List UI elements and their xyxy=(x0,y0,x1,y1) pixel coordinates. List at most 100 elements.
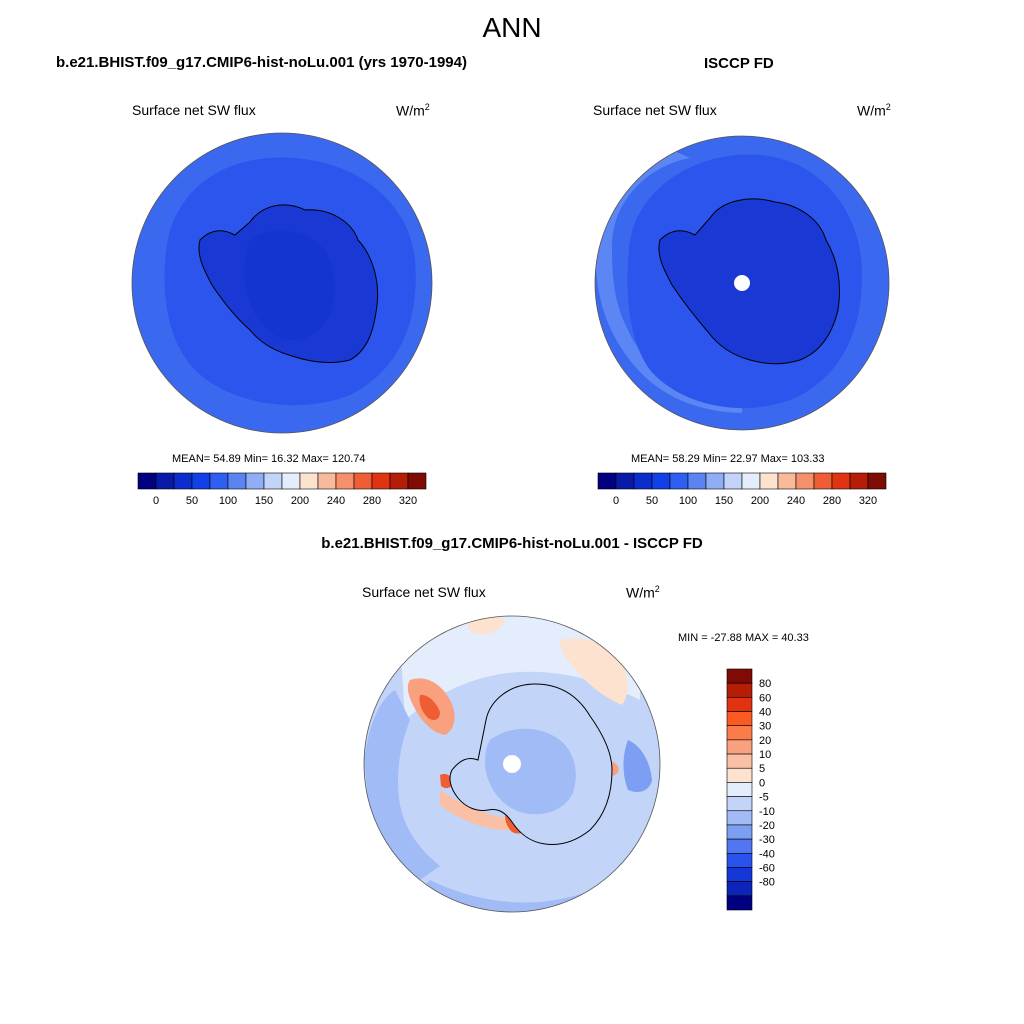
colorbar-swatch xyxy=(191,472,211,490)
colorbar-swatch xyxy=(317,472,337,490)
colorbar-tick-label: 20 xyxy=(759,735,771,747)
main-title: ANN xyxy=(482,12,542,43)
colorbar-swatch xyxy=(741,472,761,490)
obs-colorbar: 0 50 100 150 200 240 280 320 xyxy=(597,472,887,507)
colorbar-swatch xyxy=(726,682,753,698)
colorbar-swatch xyxy=(795,472,815,490)
colorbar-tick-label: -5 xyxy=(759,792,769,804)
colorbar-swatch xyxy=(726,796,753,812)
colorbar-swatch xyxy=(726,824,753,840)
colorbar-swatch xyxy=(726,739,753,755)
colorbar-swatch xyxy=(813,472,833,490)
colorbar-tick-label: 0 xyxy=(613,495,619,507)
colorbar-swatch xyxy=(633,472,653,490)
colorbar-swatch xyxy=(726,852,753,868)
colorbar-tick-label: -10 xyxy=(759,806,775,818)
colorbar-swatch xyxy=(726,753,753,769)
colorbar-swatch xyxy=(726,881,753,897)
colorbar-swatch xyxy=(726,767,753,783)
colorbar-tick-label: 320 xyxy=(859,495,877,507)
colorbar-tick-label: 5 xyxy=(759,763,765,775)
colorbar-swatch xyxy=(726,895,753,911)
colorbar-swatch xyxy=(245,472,265,490)
colorbar-tick-label: 10 xyxy=(759,749,771,761)
model-map xyxy=(132,133,432,433)
colorbar-tick-label: 150 xyxy=(255,495,273,507)
colorbar-swatch xyxy=(831,472,851,490)
colorbar-tick-label: -30 xyxy=(759,834,775,846)
colorbar-swatch xyxy=(726,711,753,727)
model-stats: MEAN= 54.89 Min= 16.32 Max= 120.74 xyxy=(172,453,366,465)
diff-panel-title: b.e21.BHIST.f09_g17.CMIP6-hist-noLu.001 … xyxy=(321,535,703,552)
colorbar-swatch xyxy=(726,810,753,826)
colorbar-tick-label: 50 xyxy=(186,495,198,507)
colorbar-tick-label: 200 xyxy=(751,495,769,507)
colorbar-swatch xyxy=(669,472,689,490)
colorbar-swatch xyxy=(299,472,319,490)
colorbar-swatch xyxy=(726,668,753,684)
colorbar-swatch xyxy=(263,472,283,490)
colorbar-tick-label: 80 xyxy=(759,678,771,690)
diff-units-label: W/m2 xyxy=(626,584,660,601)
model-colorbar: 0 50 100 150 200 240 280 320 xyxy=(137,472,427,507)
obs-stats: MEAN= 58.29 Min= 22.97 Max= 103.33 xyxy=(631,453,825,465)
colorbar-swatch xyxy=(777,472,797,490)
model-panel-title: b.e21.BHIST.f09_g17.CMIP6-hist-noLu.001 … xyxy=(56,54,467,71)
colorbar-tick-label: 240 xyxy=(787,495,805,507)
colorbar-tick-label: 0 xyxy=(153,495,159,507)
colorbar-tick-label: 280 xyxy=(823,495,841,507)
colorbar-swatch xyxy=(687,472,707,490)
colorbar-swatch xyxy=(597,472,617,490)
diff-pole-hole xyxy=(503,755,521,773)
colorbar-tick-label: -60 xyxy=(759,862,775,874)
colorbar-swatch xyxy=(155,472,175,490)
colorbar-tick-label: 40 xyxy=(759,707,771,719)
obs-panel-title: ISCCP FD xyxy=(704,55,774,72)
colorbar-swatch xyxy=(335,472,355,490)
obs-pole-hole xyxy=(734,275,750,291)
colorbar-tick-label: 240 xyxy=(327,495,345,507)
colorbar-swatch xyxy=(353,472,373,490)
colorbar-tick-label: 100 xyxy=(219,495,237,507)
colorbar-tick-label: 100 xyxy=(679,495,697,507)
obs-variable-label: Surface net SW flux xyxy=(593,102,717,118)
colorbar-swatch xyxy=(849,472,869,490)
colorbar-tick-label: 30 xyxy=(759,721,771,733)
colorbar-swatch xyxy=(651,472,671,490)
diff-map xyxy=(364,616,660,912)
colorbar-swatch xyxy=(173,472,193,490)
colorbar-tick-label: 320 xyxy=(399,495,417,507)
colorbar-swatch xyxy=(281,472,301,490)
colorbar-tick-label: 0 xyxy=(759,777,765,789)
model-variable-label: Surface net SW flux xyxy=(132,102,256,118)
colorbar-swatch xyxy=(371,472,391,490)
colorbar-swatch xyxy=(615,472,635,490)
colorbar-tick-label: 60 xyxy=(759,692,771,704)
colorbar-tick-label: 280 xyxy=(363,495,381,507)
obs-map xyxy=(595,136,889,430)
colorbar-swatch xyxy=(389,472,409,490)
colorbar-swatch xyxy=(759,472,779,490)
colorbar-tick-label: 200 xyxy=(291,495,309,507)
colorbar-swatch xyxy=(726,725,753,741)
diff-colorbar: 80 60 40 30 20 10 5 0 -5 -10 -20 -30 -40 -60 -80 xyxy=(726,668,775,911)
obs-units-label: W/m2 xyxy=(857,102,891,119)
diff-stats: MIN = -27.88 MAX = 40.33 xyxy=(678,632,809,644)
colorbar-swatch xyxy=(227,472,247,490)
colorbar-swatch xyxy=(867,472,887,490)
colorbar-tick-label: -80 xyxy=(759,877,775,889)
model-units-label: W/m2 xyxy=(396,102,430,119)
colorbar-tick-label: -40 xyxy=(759,848,775,860)
colorbar-tick-label: -20 xyxy=(759,820,775,832)
colorbar-swatch xyxy=(726,697,753,712)
colorbar-tick-label: 50 xyxy=(646,495,658,507)
colorbar-tick-label: 150 xyxy=(715,495,733,507)
colorbar-swatch xyxy=(726,867,753,882)
colorbar-swatch xyxy=(209,472,229,490)
colorbar-swatch xyxy=(723,472,743,490)
colorbar-swatch xyxy=(705,472,725,490)
colorbar-swatch xyxy=(726,782,753,797)
colorbar-swatch xyxy=(407,472,427,490)
diff-variable-label: Surface net SW flux xyxy=(362,584,486,600)
